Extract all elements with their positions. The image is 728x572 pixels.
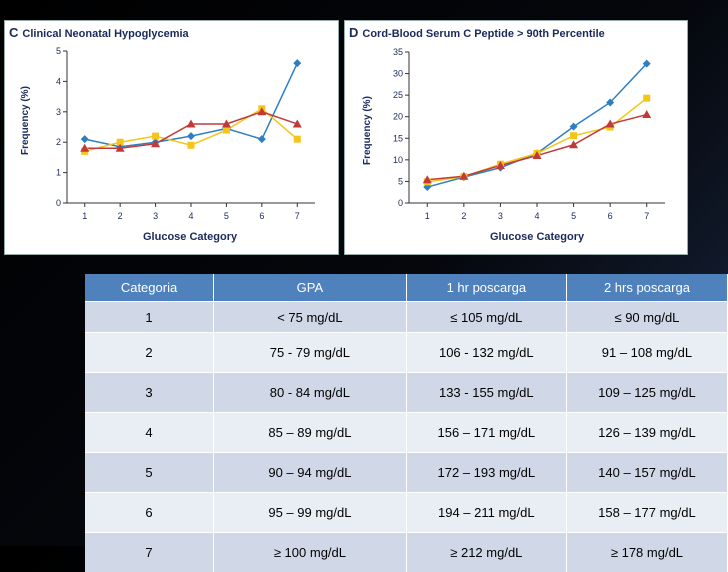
- cell: 158 – 177 mg/dL: [566, 493, 727, 533]
- x-tick-label-d: 5: [571, 211, 576, 221]
- x-tick-label-c: 1: [82, 211, 87, 221]
- y-tick-label-c: 5: [56, 46, 61, 56]
- series-line-square-d: [427, 98, 646, 182]
- data-point-diamond-c: [81, 135, 89, 143]
- data-point-square-c: [188, 142, 195, 149]
- y-tick-label-d: 20: [393, 112, 403, 122]
- data-point-square-c: [294, 136, 301, 143]
- x-tick-label-c: 2: [118, 211, 123, 221]
- header-categoria: Categoria: [85, 274, 214, 302]
- cell: 2: [85, 333, 214, 373]
- chart-d-plot: 0 5 10 15 20 25 30 35 1 2 3 4 5 6 7: [345, 21, 687, 254]
- cell: 6: [85, 493, 214, 533]
- data-point-square-c: [223, 127, 230, 134]
- x-tick-label-d: 7: [644, 211, 649, 221]
- x-tick-label-d: 1: [425, 211, 430, 221]
- x-tick-label-d: 4: [534, 211, 539, 221]
- x-axis-label-c: Glucose Category: [143, 231, 237, 243]
- cell: 5: [85, 453, 214, 493]
- cell: < 75 mg/dL: [214, 302, 407, 333]
- cell: 172 – 193 mg/dL: [406, 453, 566, 493]
- cell: 1: [85, 302, 214, 333]
- table-row: 1 < 75 mg/dL ≤ 105 mg/dL ≤ 90 mg/dL: [85, 302, 728, 333]
- y-axis-label-d: Frequency (%): [362, 96, 373, 165]
- data-point-diamond-c: [293, 59, 301, 67]
- header-2hrs: 2 hrs poscarga: [566, 274, 727, 302]
- y-tick-label-d: 5: [398, 176, 403, 186]
- x-tick-label-c: 6: [259, 211, 264, 221]
- cell: 194 – 211 mg/dL: [406, 493, 566, 533]
- header-1hr: 1 hr poscarga: [406, 274, 566, 302]
- cell: 140 – 157 mg/dL: [566, 453, 727, 493]
- cell: 75 - 79 mg/dL: [214, 333, 407, 373]
- y-tick-label-c: 3: [56, 107, 61, 117]
- table-row: 4 85 – 89 mg/dL 156 – 171 mg/dL 126 – 13…: [85, 413, 728, 453]
- table-row: 2 75 - 79 mg/dL 106 - 132 mg/dL 91 – 108…: [85, 333, 728, 373]
- y-tick-label-c: 0: [56, 198, 61, 208]
- y-tick-label-d: 35: [393, 47, 403, 57]
- data-point-square-d: [643, 95, 650, 102]
- data-point-triangle-d: [642, 110, 651, 118]
- table-header-row: Categoria GPA 1 hr poscarga 2 hrs poscar…: [85, 274, 728, 302]
- glucose-category-table: Categoria GPA 1 hr poscarga 2 hrs poscar…: [85, 274, 728, 572]
- chart-c-plot: 0 1 2 3 4 5 1 2 3 4 5 6 7: [5, 21, 338, 254]
- y-tick-label-c: 2: [56, 137, 61, 147]
- table-row: 7 ≥ 100 mg/dL ≥ 212 mg/dL ≥ 178 mg/dL: [85, 533, 728, 572]
- cell: 3: [85, 373, 214, 413]
- cell: 106 - 132 mg/dL: [406, 333, 566, 373]
- cell: 133 - 155 mg/dL: [406, 373, 566, 413]
- y-tick-label-d: 0: [398, 198, 403, 208]
- cell: 90 – 94 mg/dL: [214, 453, 407, 493]
- x-tick-label-c: 5: [224, 211, 229, 221]
- cell: ≤ 105 mg/dL: [406, 302, 566, 333]
- cell: 126 – 139 mg/dL: [566, 413, 727, 453]
- cell: ≤ 90 mg/dL: [566, 302, 727, 333]
- cell: 85 – 89 mg/dL: [214, 413, 407, 453]
- x-tick-label-d: 2: [461, 211, 466, 221]
- x-tick-label-d: 6: [608, 211, 613, 221]
- cell: 4: [85, 413, 214, 453]
- data-point-diamond-c: [187, 132, 195, 140]
- cell: ≥ 100 mg/dL: [214, 533, 407, 572]
- y-tick-label-d: 15: [393, 133, 403, 143]
- x-tick-label-c: 7: [295, 211, 300, 221]
- x-tick-label-d: 3: [498, 211, 503, 221]
- y-tick-label-d: 25: [393, 90, 403, 100]
- table-row: 6 95 – 99 mg/dL 194 – 211 mg/dL 158 – 17…: [85, 493, 728, 533]
- data-point-square-c: [152, 133, 159, 140]
- cell: 109 – 125 mg/dL: [566, 373, 727, 413]
- series-line-diamond-d: [427, 64, 646, 187]
- cell: ≥ 212 mg/dL: [406, 533, 566, 572]
- x-axis-label-d: Glucose Category: [490, 231, 584, 243]
- y-axis-label-c: Frequency (%): [20, 86, 31, 155]
- y-tick-label-c: 4: [56, 76, 61, 86]
- table-row: 5 90 – 94 mg/dL 172 – 193 mg/dL 140 – 15…: [85, 453, 728, 493]
- x-tick-label-c: 4: [188, 211, 193, 221]
- cell: 7: [85, 533, 214, 572]
- cell: 156 – 171 mg/dL: [406, 413, 566, 453]
- data-point-diamond-c: [258, 135, 266, 143]
- y-tick-label-c: 1: [56, 168, 61, 178]
- y-tick-label-d: 10: [393, 155, 403, 165]
- table-row: 3 80 - 84 mg/dL 133 - 155 mg/dL 109 – 12…: [85, 373, 728, 413]
- data-point-triangle-d: [569, 140, 578, 148]
- x-tick-label-c: 3: [153, 211, 158, 221]
- y-tick-label-d: 30: [393, 69, 403, 79]
- cell: 95 – 99 mg/dL: [214, 493, 407, 533]
- cell: ≥ 178 mg/dL: [566, 533, 727, 572]
- cell: 91 – 108 mg/dL: [566, 333, 727, 373]
- header-gpa: GPA: [214, 274, 407, 302]
- cell: 80 - 84 mg/dL: [214, 373, 407, 413]
- data-point-square-d: [570, 132, 577, 139]
